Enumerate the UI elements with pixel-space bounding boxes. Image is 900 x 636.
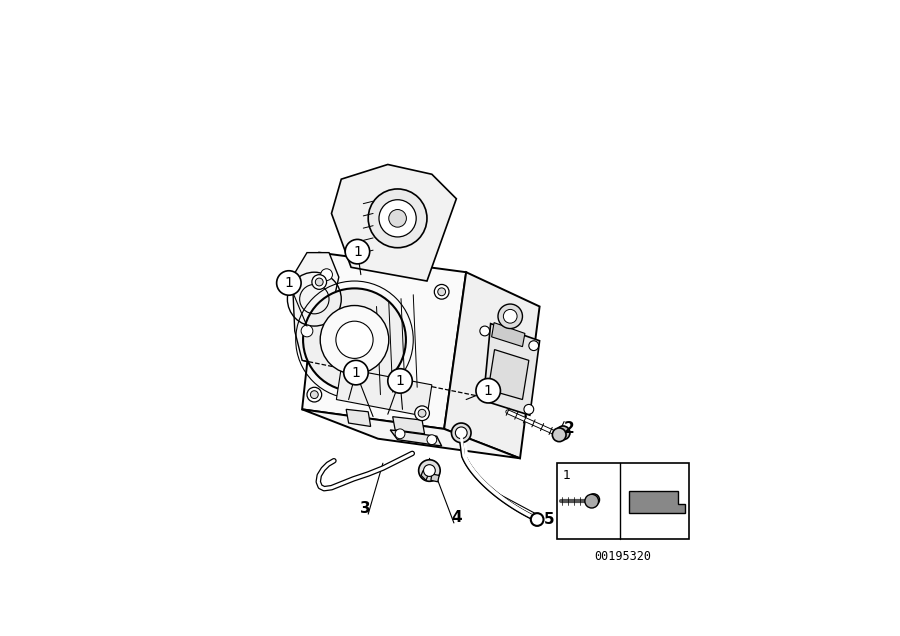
- Circle shape: [585, 494, 598, 508]
- Circle shape: [452, 423, 471, 443]
- Circle shape: [418, 460, 440, 481]
- Circle shape: [524, 404, 534, 414]
- Polygon shape: [392, 417, 425, 434]
- Circle shape: [336, 321, 374, 359]
- Polygon shape: [331, 165, 456, 281]
- Circle shape: [424, 465, 436, 476]
- Polygon shape: [421, 471, 428, 480]
- Circle shape: [315, 278, 323, 286]
- Circle shape: [320, 269, 332, 280]
- Polygon shape: [302, 252, 466, 429]
- Circle shape: [310, 391, 319, 399]
- Circle shape: [529, 341, 538, 350]
- Polygon shape: [431, 474, 439, 482]
- Circle shape: [379, 200, 416, 237]
- Circle shape: [276, 271, 302, 295]
- Circle shape: [498, 304, 523, 329]
- Polygon shape: [302, 410, 520, 459]
- Circle shape: [368, 189, 427, 248]
- Polygon shape: [491, 322, 525, 347]
- Circle shape: [346, 239, 370, 264]
- Circle shape: [303, 288, 406, 391]
- Bar: [557, 463, 689, 539]
- Circle shape: [312, 275, 327, 289]
- Text: 1: 1: [352, 366, 360, 380]
- Circle shape: [344, 361, 368, 385]
- Circle shape: [503, 310, 517, 323]
- Circle shape: [437, 288, 446, 296]
- Polygon shape: [444, 272, 540, 459]
- Polygon shape: [346, 410, 371, 427]
- Text: 1: 1: [483, 384, 492, 398]
- Circle shape: [395, 429, 405, 439]
- Circle shape: [389, 209, 407, 227]
- Circle shape: [553, 428, 566, 441]
- Circle shape: [302, 325, 313, 337]
- Text: 5: 5: [544, 512, 554, 527]
- Text: 00195320: 00195320: [594, 550, 652, 563]
- Polygon shape: [337, 368, 432, 417]
- Polygon shape: [488, 350, 529, 399]
- Text: 1: 1: [396, 374, 404, 388]
- Circle shape: [476, 378, 500, 403]
- Circle shape: [427, 435, 436, 445]
- Circle shape: [435, 284, 449, 299]
- Text: 1: 1: [562, 469, 571, 482]
- Polygon shape: [629, 492, 685, 513]
- Circle shape: [481, 392, 491, 402]
- Circle shape: [307, 387, 321, 402]
- Polygon shape: [456, 431, 467, 436]
- Text: 3: 3: [360, 501, 371, 516]
- Text: 2: 2: [563, 422, 574, 436]
- Circle shape: [480, 326, 490, 336]
- Circle shape: [418, 410, 426, 417]
- Circle shape: [415, 406, 429, 420]
- Circle shape: [556, 426, 570, 439]
- Circle shape: [455, 427, 467, 439]
- Text: 1: 1: [353, 245, 362, 259]
- Circle shape: [588, 494, 599, 506]
- Circle shape: [531, 513, 544, 526]
- Text: 4: 4: [451, 509, 462, 525]
- Polygon shape: [483, 324, 540, 415]
- Text: 1: 1: [284, 276, 293, 290]
- Circle shape: [388, 369, 412, 393]
- Polygon shape: [391, 430, 442, 446]
- Polygon shape: [292, 252, 338, 365]
- Circle shape: [320, 305, 389, 374]
